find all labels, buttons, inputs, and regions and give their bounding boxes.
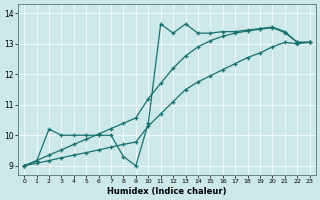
X-axis label: Humidex (Indice chaleur): Humidex (Indice chaleur) (107, 187, 227, 196)
